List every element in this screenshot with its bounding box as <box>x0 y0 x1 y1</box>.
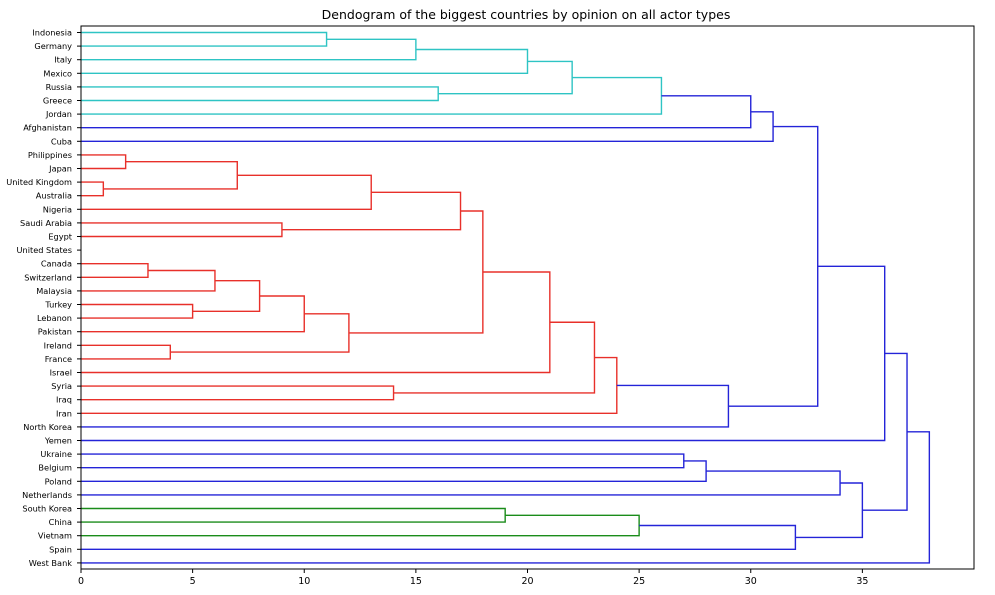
dendrogram-link <box>192 280 261 312</box>
leaf-label: Cuba <box>51 136 72 146</box>
leaf-label: Switzerland <box>24 272 72 282</box>
leaf-label: Pakistan <box>38 327 72 337</box>
leaf-labels: Indonesia Germany Italy Mexico Russia Greece J… <box>6 28 81 568</box>
x-axis-ticks: 0 5 10 15 20 25 30 35 <box>78 569 868 587</box>
leaf-label: Nigeria <box>43 204 72 214</box>
leaf-label: Indonesia <box>32 28 72 38</box>
leaf-label: China <box>49 517 72 527</box>
dendrogram-link <box>81 431 931 564</box>
leaf-label: Poland <box>45 476 72 486</box>
dendrogram-link <box>438 60 573 95</box>
dendrogram-link <box>728 125 819 407</box>
leaf-label: United States <box>17 245 72 255</box>
leaf-label: France <box>45 354 72 364</box>
dendrogram-link <box>81 514 640 537</box>
dendrogram-link <box>103 161 238 190</box>
dendrogram-link <box>81 271 551 374</box>
dendrogram-link <box>81 111 774 142</box>
x-tick-label: 35 <box>856 576 868 587</box>
leaf-label: West Bank <box>29 558 73 568</box>
leaf-label: Ukraine <box>40 449 72 459</box>
dendrogram-link <box>81 470 841 496</box>
dendrogram-link <box>81 31 328 47</box>
dendrogram-link <box>81 181 105 197</box>
dendrogram-link <box>81 524 797 550</box>
dendrogram-link <box>81 38 417 61</box>
dendrogram-link <box>81 48 529 74</box>
leaf-label: Turkey <box>44 300 72 310</box>
leaf-label: Lebanon <box>37 313 72 323</box>
leaf-label: Germany <box>34 41 72 51</box>
x-tick-label: 30 <box>745 576 757 587</box>
leaf-label: Iran <box>56 408 72 418</box>
leaf-label: Spain <box>49 544 72 554</box>
leaf-label: Ireland <box>44 340 72 350</box>
leaf-label: Jordan <box>45 109 72 119</box>
dendrogram-link <box>81 384 730 428</box>
leaf-label: Philippines <box>28 150 72 160</box>
leaf-label: Russia <box>46 82 72 92</box>
leaf-label: Belgium <box>38 463 72 473</box>
x-tick-label: 20 <box>521 576 533 587</box>
dendrogram-link <box>81 303 194 319</box>
leaf-label: United Kingdom <box>6 177 72 187</box>
leaf-label: North Korea <box>23 422 72 432</box>
dendrogram-link <box>81 86 439 102</box>
leaf-label: Japan <box>48 164 72 174</box>
dendrogram-link <box>81 507 506 523</box>
leaf-label: Egypt <box>48 232 72 242</box>
leaf-label: Greece <box>43 96 72 106</box>
dendrogram-link <box>81 385 395 401</box>
leaf-label: Australia <box>36 191 72 201</box>
leaf-label: South Korea <box>22 504 72 514</box>
dendrogram-link <box>795 482 864 539</box>
x-tick-label: 15 <box>410 576 422 587</box>
dendrogram-link <box>81 460 707 482</box>
leaf-label: Italy <box>54 55 72 65</box>
dendrogram-link <box>81 154 127 170</box>
links-layer <box>81 31 931 564</box>
x-tick-label: 0 <box>78 576 84 587</box>
leaf-label: Iraq <box>56 395 72 405</box>
leaf-label: Canada <box>41 259 72 269</box>
x-tick-label: 10 <box>298 576 310 587</box>
dendrogram-link <box>81 76 663 115</box>
leaf-label: Afghanistan <box>23 123 72 133</box>
dendrogram-link <box>81 263 149 278</box>
leaf-label: Vietnam <box>38 531 72 541</box>
leaf-label: Saudi Arabia <box>20 218 72 228</box>
dendrogram-link <box>81 222 283 238</box>
dendrogram-link <box>170 313 350 353</box>
dendrogram-link <box>81 174 372 210</box>
leaf-label: Yemen <box>44 436 72 446</box>
x-tick-label: 5 <box>190 576 196 587</box>
x-tick-label: 25 <box>633 576 645 587</box>
leaf-label: Mexico <box>43 68 72 78</box>
leaf-label: Malaysia <box>36 286 72 296</box>
chart-title: Dendogram of the biggest countries by op… <box>322 7 731 22</box>
dendrogram-link <box>81 344 171 360</box>
leaf-label: Syria <box>51 381 72 391</box>
leaf-label: Israel <box>50 368 72 378</box>
dendrogram-link <box>81 453 685 469</box>
leaf-label: Netherlands <box>22 490 72 500</box>
